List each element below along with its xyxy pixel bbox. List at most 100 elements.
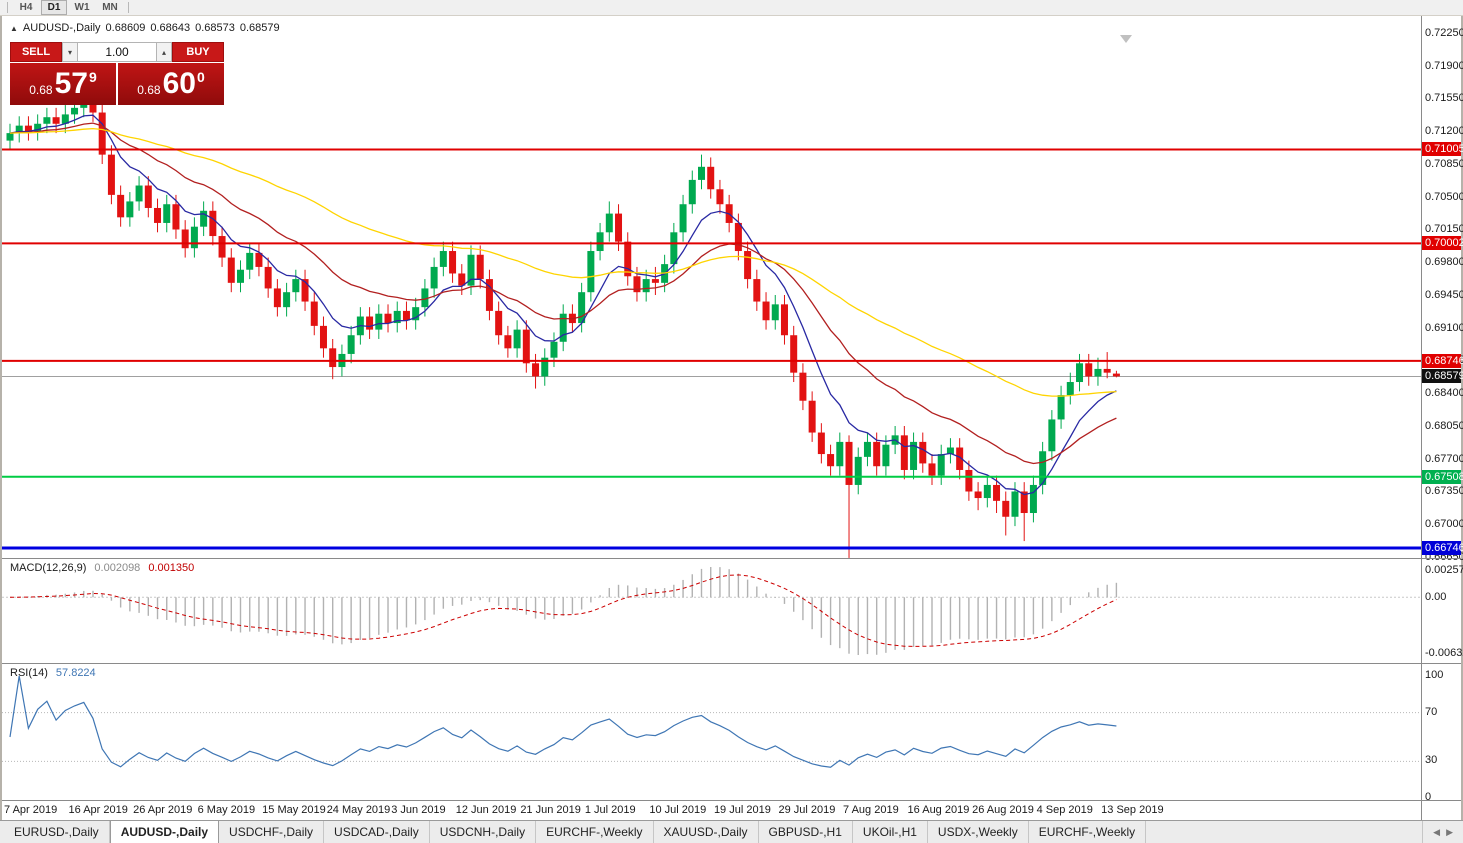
axis-scale-label: 0.71550 bbox=[1422, 91, 1463, 106]
sell-price-prefix: 0.68 bbox=[29, 83, 53, 97]
buy-price-prefix: 0.68 bbox=[137, 83, 161, 97]
timeframe-button-d1[interactable]: D1 bbox=[41, 0, 67, 15]
toolbar-separator bbox=[128, 2, 129, 13]
sell-price-main: 57 bbox=[54, 67, 88, 100]
date-axis-label: 7 Aug 2019 bbox=[843, 804, 899, 816]
one-click-trading-panel: SELL ▾ ▴ BUY 0.68 57 9 0.68 60 0 bbox=[10, 42, 224, 105]
date-axis-label: 26 Apr 2019 bbox=[133, 804, 193, 816]
date-axis-label: 7 Apr 2019 bbox=[4, 804, 58, 816]
date-axis-label: 1 Jul 2019 bbox=[584, 804, 636, 816]
axis-scale-label: 0.69100 bbox=[1422, 320, 1463, 335]
price-marker-label: 0.71005 bbox=[1422, 142, 1463, 157]
timeframe-button-h4[interactable]: H4 bbox=[13, 0, 39, 15]
axis-scale-label: 0 bbox=[1422, 790, 1461, 804]
axis-scale-label: 0.70500 bbox=[1422, 189, 1463, 204]
moving-average-lines bbox=[9, 114, 1117, 496]
axis-scale-label: 0.69450 bbox=[1422, 287, 1463, 302]
date-axis-label: 19 Jul 2019 bbox=[713, 804, 771, 816]
timeframe-button-mn[interactable]: MN bbox=[97, 0, 123, 15]
axis-scale-label: 0.70850 bbox=[1422, 156, 1463, 171]
macd-signal-line bbox=[9, 574, 1117, 647]
date-axis: 7 Apr 2019 16 Apr 2019 26 Apr 2019 6 May 20… bbox=[2, 800, 1421, 820]
date-axis-label: 16 Apr 2019 bbox=[68, 804, 128, 816]
chevron-up-icon: ▴ bbox=[161, 47, 166, 57]
symbol-name: AUDUSD-,Daily bbox=[22, 22, 101, 34]
price-chart-canvas[interactable] bbox=[2, 16, 1421, 558]
axis-scale-label: 0.72250 bbox=[1422, 26, 1463, 40]
macd-name: MACD(12,26,9) bbox=[10, 562, 87, 574]
axis-scale-label: 70 bbox=[1422, 704, 1461, 719]
chart-tab-eurusd-daily[interactable]: EURUSD-,Daily bbox=[4, 821, 110, 843]
timeframe-button-w1[interactable]: W1 bbox=[69, 0, 95, 15]
price-marker-label: 0.67508 bbox=[1422, 469, 1463, 484]
date-axis-label: 12 Jun 2019 bbox=[455, 804, 517, 816]
price-marker-label: 0.70002 bbox=[1422, 236, 1463, 251]
buy-price-pip: 0 bbox=[196, 69, 205, 85]
date-axis-label: 21 Jun 2019 bbox=[520, 804, 581, 816]
macd-canvas[interactable] bbox=[2, 559, 1421, 663]
axis-scale-label: 0.71900 bbox=[1422, 58, 1463, 73]
axis-scale-label: 0.68050 bbox=[1422, 418, 1463, 433]
rsi-indicator-panel: RSI(14) 57.8224 bbox=[2, 663, 1421, 800]
chart-tab-audusd-daily[interactable]: AUDUSD-,Daily bbox=[109, 820, 220, 843]
chevron-down-icon: ▾ bbox=[67, 47, 72, 57]
axis-scale-label: 0.67350 bbox=[1422, 484, 1463, 499]
axis-scale-label: 30 bbox=[1422, 753, 1461, 768]
chart-tab-eurchf-weekly[interactable]: EURCHF-,Weekly bbox=[536, 821, 654, 843]
chart-tab-eurchf-weekly[interactable]: EURCHF-,Weekly bbox=[1029, 821, 1147, 843]
axis-scale-label: 0.67000 bbox=[1422, 517, 1463, 532]
date-axis-label: 29 Jul 2019 bbox=[778, 804, 836, 816]
rsi-value: 57.8224 bbox=[55, 667, 96, 679]
toolbar-separator bbox=[7, 2, 8, 13]
ohlc-high: 0.68643 bbox=[150, 22, 191, 34]
horizontal-level-lines[interactable] bbox=[2, 148, 1421, 550]
sell-price-box[interactable]: 0.68 57 9 bbox=[10, 63, 116, 105]
macd-signal-value: 0.001350 bbox=[148, 562, 195, 574]
buy-price-box[interactable]: 0.68 60 0 bbox=[118, 63, 224, 105]
rsi-line bbox=[9, 675, 1117, 768]
volume-decrease-button[interactable]: ▾ bbox=[62, 42, 78, 62]
volume-increase-button[interactable]: ▴ bbox=[156, 42, 172, 62]
chart-tab-usdcad-daily[interactable]: USDCAD-,Daily bbox=[324, 821, 430, 843]
chart-tab-bar: EURUSD-,Daily AUDUSD-,Daily USDCHF-,Daily U… bbox=[0, 820, 1463, 843]
chart-window: ▲ AUDUSD-,Daily 0.68609 0.68643 0.68573 … bbox=[0, 16, 1421, 820]
volume-input[interactable] bbox=[78, 42, 156, 62]
tab-scroll-left-icon[interactable]: ◀ bbox=[1433, 826, 1441, 837]
symbol-marker-icon: ▲ bbox=[10, 23, 18, 33]
macd-histogram bbox=[18, 567, 1118, 655]
rsi-canvas[interactable] bbox=[2, 664, 1421, 800]
main-chart-area: ▲ AUDUSD-,Daily 0.68609 0.68643 0.68573 … bbox=[2, 16, 1421, 558]
date-axis-label: 13 Sep 2019 bbox=[1101, 804, 1164, 816]
tab-scroll-right-icon[interactable]: ▶ bbox=[1446, 826, 1453, 837]
date-axis-label: 6 May 2019 bbox=[197, 804, 256, 816]
axis-scale-label: 0.002574 bbox=[1422, 563, 1463, 577]
rsi-label: RSI(14) 57.8224 bbox=[10, 667, 96, 679]
axis-scale-label: 0.71200 bbox=[1422, 124, 1463, 139]
chart-tab-gbpusd-h1[interactable]: GBPUSD-,H1 bbox=[759, 821, 853, 843]
axis-scale-label: -0.006326 bbox=[1422, 646, 1463, 660]
timeframe-toolbar: H4 D1 W1 MN bbox=[0, 0, 1463, 16]
date-axis-label: 24 May 2019 bbox=[326, 804, 391, 816]
date-axis-label: 3 Jun 2019 bbox=[391, 804, 446, 816]
chart-tab-usdcnh-daily[interactable]: USDCNH-,Daily bbox=[430, 821, 537, 843]
axis-scale-label: 0.00 bbox=[1422, 590, 1461, 605]
axis-scale-label: 100 bbox=[1422, 668, 1461, 682]
axis-scale-label: 0.69800 bbox=[1422, 255, 1463, 270]
macd-label: MACD(12,26,9) 0.002098 0.001350 bbox=[10, 562, 194, 574]
date-axis-label: 26 Aug 2019 bbox=[972, 804, 1034, 816]
chart-tab-usdx-weekly[interactable]: USDX-,Weekly bbox=[928, 821, 1029, 843]
macd-main-value: 0.002098 bbox=[94, 562, 141, 574]
macd-indicator-panel: MACD(12,26,9) 0.002098 0.001350 bbox=[2, 558, 1421, 663]
rsi-name: RSI(14) bbox=[10, 667, 48, 679]
date-axis-label: 16 Aug 2019 bbox=[907, 804, 970, 816]
chart-tab-ukoil-h1[interactable]: UKOil-,H1 bbox=[853, 821, 928, 843]
chart-tab-xauusd-daily[interactable]: XAUUSD-,Daily bbox=[654, 821, 759, 843]
sell-button[interactable]: SELL bbox=[10, 42, 62, 62]
price-marker-label: 0.66746 bbox=[1422, 541, 1463, 555]
ohlc-open: 0.68609 bbox=[105, 22, 146, 34]
candlesticks bbox=[6, 89, 1120, 558]
chart-tab-usdchf-daily[interactable]: USDCHF-,Daily bbox=[219, 821, 325, 843]
chart-shift-icon[interactable] bbox=[1120, 35, 1132, 43]
buy-button[interactable]: BUY bbox=[172, 42, 224, 62]
